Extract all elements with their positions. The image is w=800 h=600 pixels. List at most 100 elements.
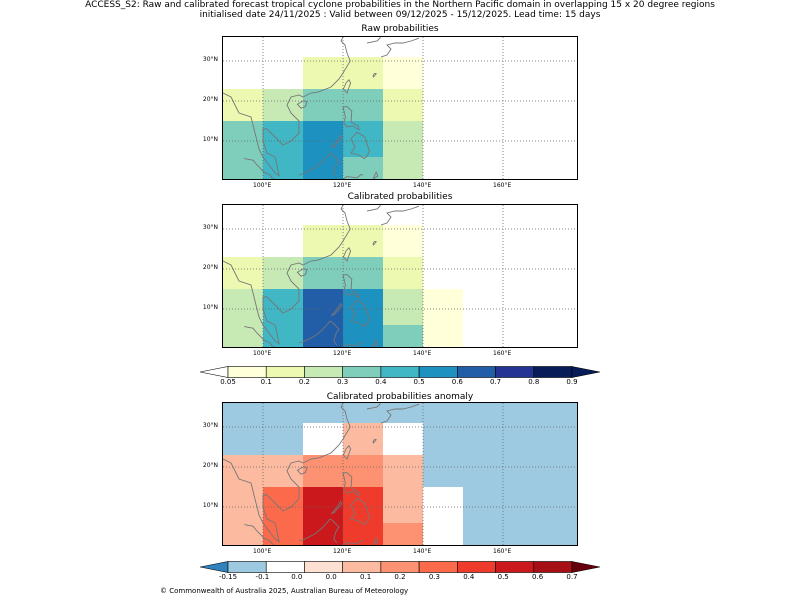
colorbar-segment [304, 366, 343, 378]
latitude-label: 10°N [202, 304, 218, 311]
latitude-label: 30°N [202, 56, 218, 63]
probability-cell [383, 89, 423, 121]
probability-cell [343, 57, 383, 89]
colorbar-segment [495, 366, 535, 378]
probability-cell [383, 523, 423, 545]
luzon-coast [342, 274, 360, 299]
probability-cell [303, 455, 343, 487]
probability-cell [303, 423, 343, 455]
anomaly-map [222, 402, 578, 546]
japan-coast [380, 37, 420, 58]
probability-cell [343, 455, 383, 487]
hainan-coast [296, 100, 308, 109]
probability-cell [263, 121, 303, 179]
longitude-label: 100°E [253, 182, 272, 189]
anomaly-colorbar [199, 558, 601, 573]
raw-panel-title: Raw probabilities [361, 24, 439, 34]
map-canvas [223, 205, 577, 347]
sumatra-coast [244, 326, 275, 347]
probability-cell [343, 121, 383, 157]
halmahera-coast [372, 537, 379, 545]
longitude-label: 100°E [253, 350, 272, 357]
colorbar-tick-label: 0.9 [566, 378, 578, 386]
figure-title-line2: initialised date 24/11/2025 : Valid betw… [199, 10, 601, 20]
longitude-label: 120°E [333, 182, 352, 189]
colorbar-tick-label: 0.5 [497, 573, 509, 581]
colorbar-segment [342, 561, 382, 573]
probability-cell [223, 89, 263, 121]
luzon-coast [342, 472, 360, 497]
longitude-label: 120°E [333, 350, 352, 357]
probability-cell [223, 289, 263, 347]
taiwan-coast [342, 79, 352, 94]
okinawa-islands [372, 438, 378, 444]
longitude-label: 160°E [493, 182, 512, 189]
probability-cell [383, 423, 423, 455]
colorbar-tick-label: 0.05 [220, 378, 236, 386]
colorbar-tick-label: 0.2 [298, 378, 311, 386]
visayas-mindanao-coast [350, 299, 370, 328]
probability-cell [263, 257, 303, 289]
probability-cell [263, 455, 303, 487]
calibrated-probabilities-map [222, 204, 578, 348]
colorbar-tick-label: 0.3 [337, 378, 349, 386]
probability-cell [383, 57, 423, 89]
probability-cell [303, 121, 343, 179]
colorbar-tick-label: -0.15 [218, 573, 238, 581]
korea-coast [366, 403, 381, 410]
colorbar-segment [457, 366, 496, 378]
latitude-label: 30°N [202, 422, 218, 429]
mainland-asia-coast [223, 403, 351, 543]
probability-cell [303, 289, 343, 347]
latitude-label: 20°N [202, 96, 218, 103]
colorbar-segment [227, 366, 267, 378]
hainan-coast [296, 466, 308, 475]
colorbar-tick-label: 0.1 [260, 378, 272, 386]
probability-cell [303, 257, 343, 289]
raw-probabilities-map [222, 36, 578, 180]
probability-cell [263, 89, 303, 121]
halmahera-coast [372, 339, 379, 347]
colorbar-segment [265, 561, 305, 573]
colorbar-segment [304, 561, 343, 573]
sulawesi-coast [342, 174, 364, 179]
colorbar-tick-label: 0.4 [463, 573, 475, 581]
visayas-mindanao-coast [350, 131, 370, 160]
latitude-label: 30°N [202, 224, 218, 231]
probability-cell [263, 289, 303, 347]
colorbar-segment [418, 366, 458, 378]
borneo-coast [298, 320, 340, 346]
colorbar-tick-label: 0.5 [413, 378, 425, 386]
colorbar-segment [380, 366, 420, 378]
longitude-label: 140°E [413, 182, 432, 189]
colorbar-tick-label: 0.7 [566, 573, 578, 581]
palawan-coast [330, 500, 343, 515]
longitude-label: 140°E [413, 548, 432, 555]
probability-cell [343, 289, 383, 347]
colorbar-segment [342, 366, 382, 378]
probability-cell [343, 257, 383, 289]
visayas-mindanao-coast [350, 497, 370, 526]
colorbar-segment [418, 561, 458, 573]
anom-colorbar-svg [199, 561, 601, 573]
hainan-coast [296, 268, 308, 277]
colorbar-over-arrow [571, 561, 601, 573]
probability-cell [383, 487, 423, 523]
sumatra-coast [244, 158, 275, 179]
probability-cell [343, 225, 383, 257]
probability-cell [383, 225, 423, 257]
longitude-label: 140°E [413, 350, 432, 357]
probability-cell [343, 423, 383, 455]
map-canvas [223, 37, 577, 179]
longitude-label: 160°E [493, 548, 512, 555]
probability-cell [263, 487, 303, 545]
probability-cell [223, 257, 263, 289]
anomaly-panel-title: Calibrated probabilities anomaly [326, 392, 474, 402]
sulawesi-coast [342, 342, 364, 347]
longitude-label: 100°E [253, 548, 272, 555]
colorbar-under-arrow [199, 561, 229, 573]
korea-coast [366, 37, 381, 44]
luzon-coast [342, 106, 360, 131]
probability-cell [343, 89, 383, 121]
colorbar-tick-label: 0.3 [428, 573, 440, 581]
